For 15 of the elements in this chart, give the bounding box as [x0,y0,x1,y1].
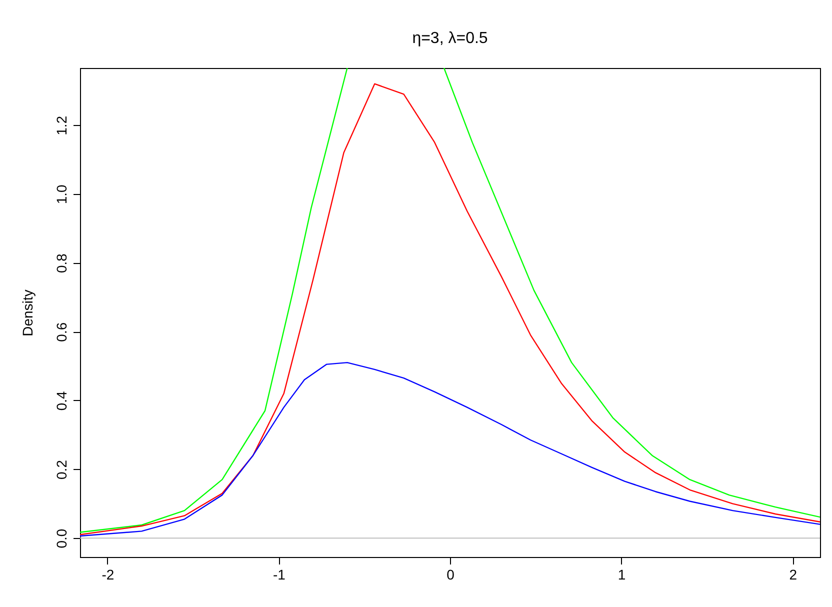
x-tick-label: 0 [446,566,455,582]
line-series [80,362,820,537]
y-tick-label: 0.0 [54,528,70,548]
y-tick-label: 0.8 [54,253,70,274]
y-tick-label: 0.4 [54,390,70,411]
x-tick-label: -2 [102,566,114,582]
y-axis-title: Density [20,290,36,336]
chart-title: η=3, λ=0.5 [412,30,488,47]
y-tick-label: 1.2 [54,116,70,136]
y-tick-label: 0.6 [54,322,70,342]
y-tick-label: 1.0 [54,184,70,204]
x-tick-label: 2 [789,566,798,582]
x-tick-label: 1 [618,566,626,582]
y-tick-label: 0.2 [54,460,70,480]
x-tick-label: -1 [272,566,286,582]
